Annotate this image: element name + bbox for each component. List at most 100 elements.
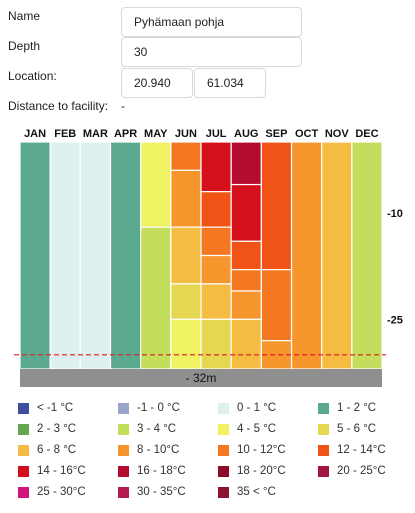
- legend-item: 1 - 2 °C: [318, 401, 376, 415]
- cell-jun-3: [170, 283, 202, 320]
- cell-jun-1: [170, 169, 202, 228]
- cell-aug-5: [230, 318, 262, 370]
- legend-swatch: [318, 444, 329, 456]
- depth-label: Depth: [8, 39, 41, 53]
- cell-jul-1: [200, 191, 232, 228]
- cell-may-0: [140, 141, 172, 228]
- legend-swatch: [118, 423, 129, 435]
- cell-feb-0: [49, 141, 81, 370]
- cell-jun-4: [170, 318, 202, 370]
- seabed-depth-label: - 32m: [186, 371, 217, 385]
- legend-label: < -1 °C: [37, 402, 74, 414]
- legend-item: 25 - 30°C: [18, 485, 86, 499]
- legend-label: 10 - 12°C: [237, 444, 286, 456]
- legend-swatch: [18, 402, 29, 414]
- month-label-jan: JAN: [24, 128, 46, 140]
- legend-swatch: [18, 423, 29, 435]
- legend-item: 35 < °C: [218, 485, 276, 499]
- legend-item: < -1 °C: [18, 401, 73, 415]
- legend-swatch: [218, 423, 229, 435]
- cell-may-1: [140, 226, 172, 370]
- cell-aug-2: [230, 240, 262, 271]
- latitude-input[interactable]: [194, 68, 266, 98]
- cell-jun-0: [170, 141, 202, 171]
- cell-jul-2: [200, 226, 232, 257]
- legend-item: 14 - 16°C: [18, 464, 86, 478]
- legend-swatch: [118, 486, 129, 498]
- legend-label: 30 - 35°C: [137, 486, 186, 498]
- legend-item: 10 - 12°C: [218, 443, 286, 457]
- cell-aug-3: [230, 269, 262, 292]
- legend-label: 25 - 30°C: [37, 486, 86, 498]
- temperature-depth-chart: JAN FEB MAR APR MAY JUN JUL AUG SEP OCT NOV DEC -10…: [14, 128, 403, 387]
- cell-jul-5: [200, 318, 232, 370]
- month-label-jul: JUL: [206, 128, 227, 140]
- cell-jul-4: [200, 283, 232, 320]
- month-label-oct: OCT: [295, 128, 319, 140]
- month-label-may: MAY: [144, 128, 168, 140]
- month-label-mar: MAR: [83, 128, 108, 140]
- month-label-dec: DEC: [355, 128, 378, 140]
- legend-label: 2 - 3 °C: [37, 423, 77, 435]
- legend-swatch: [118, 444, 129, 456]
- cell-apr-0: [109, 141, 142, 370]
- legend-label: 18 - 20°C: [237, 465, 286, 477]
- legend-label: 8 - 10°C: [137, 444, 180, 456]
- legend-item: 3 - 4 °C: [118, 422, 176, 436]
- cell-sep-1: [260, 269, 293, 342]
- longitude-input[interactable]: [121, 68, 193, 98]
- legend-swatch: [118, 402, 129, 414]
- legend-swatch: [218, 465, 229, 477]
- legend-label: 3 - 4 °C: [137, 423, 177, 435]
- distance-label: Distance to facility:: [8, 99, 109, 113]
- legend-item: 4 - 5 °C: [218, 422, 276, 436]
- month-label-aug: AUG: [234, 128, 258, 140]
- location-label: Location:: [8, 69, 57, 83]
- month-label-jun: JUN: [175, 128, 197, 140]
- name-label: Name: [8, 9, 41, 23]
- seabed-bar: [20, 369, 382, 387]
- legend-swatch: [18, 444, 29, 456]
- legend-swatch: [18, 465, 29, 477]
- month-label-nov: NOV: [325, 128, 350, 140]
- legend-label: 5 - 6 °C: [337, 423, 377, 435]
- distance-value: -: [121, 99, 125, 113]
- legend-label: -1 - 0 °C: [137, 402, 180, 414]
- legend-item: 8 - 10°C: [118, 443, 179, 457]
- legend-item: 30 - 35°C: [118, 485, 186, 499]
- cell-aug-4: [230, 290, 262, 320]
- cell-nov-0: [321, 141, 353, 370]
- cell-dec-0: [351, 141, 383, 370]
- cell-jan-0: [19, 141, 51, 370]
- name-input[interactable]: [121, 7, 302, 37]
- legend-swatch: [218, 486, 229, 498]
- legend-swatch: [118, 465, 129, 477]
- cell-oct-0: [290, 141, 323, 370]
- depth-tick-label: -10: [387, 208, 403, 220]
- legend-item: 6 - 8 °C: [18, 443, 76, 457]
- legend-swatch: [218, 402, 229, 414]
- legend-swatch: [318, 402, 329, 414]
- legend-item: 16 - 18°C: [118, 464, 186, 478]
- legend-label: 1 - 2 °C: [337, 402, 377, 414]
- month-label-apr: APR: [114, 128, 137, 140]
- legend-item: 0 - 1 °C: [218, 401, 276, 415]
- depth-input[interactable]: [121, 37, 302, 67]
- cell-aug-1: [230, 183, 262, 242]
- cell-sep-0: [260, 141, 293, 271]
- legend-label: 16 - 18°C: [137, 465, 186, 477]
- legend-swatch: [318, 423, 329, 435]
- cell-mar-0: [79, 141, 112, 370]
- legend-item: 20 - 25°C: [318, 464, 386, 478]
- legend-label: 12 - 14°C: [337, 444, 386, 456]
- legend-item: 18 - 20°C: [218, 464, 286, 478]
- legend-label: 35 < °C: [237, 486, 276, 498]
- month-label-feb: FEB: [54, 128, 76, 140]
- legend-swatch: [218, 444, 229, 456]
- legend-label: 0 - 1 °C: [237, 402, 277, 414]
- legend-label: 4 - 5 °C: [237, 423, 277, 435]
- legend-item: -1 - 0 °C: [118, 401, 180, 415]
- legend-item: 2 - 3 °C: [18, 422, 76, 436]
- cell-jul-3: [200, 254, 232, 285]
- legend-label: 6 - 8 °C: [37, 444, 77, 456]
